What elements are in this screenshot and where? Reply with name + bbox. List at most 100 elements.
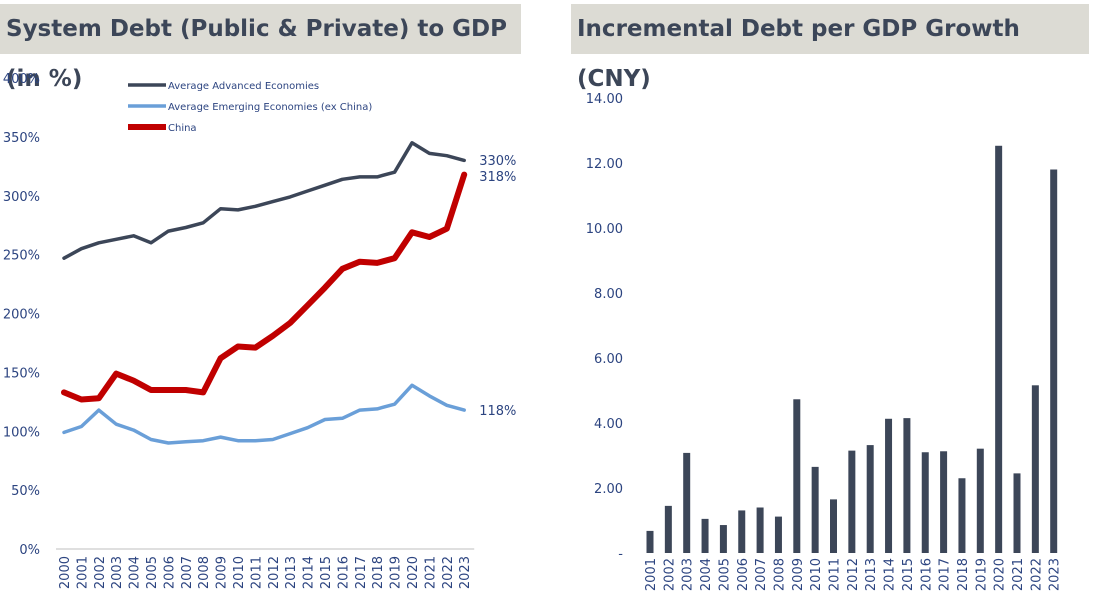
x-tick-label: 2003 xyxy=(110,556,125,589)
bar xyxy=(664,505,672,553)
x-tick-label: 2016 xyxy=(336,556,351,589)
x-tick-label: 2022 xyxy=(441,556,456,589)
x-tick-label: 2009 xyxy=(791,558,806,591)
x-tick-label: 2023 xyxy=(1048,558,1063,591)
y-tick-label: 2.00 xyxy=(594,482,623,497)
y-tick-label: 150% xyxy=(3,366,40,381)
left-chart-title: System Debt (Public & Private) to GDP (i… xyxy=(0,4,521,92)
bar xyxy=(756,507,764,553)
x-tick-label: 2014 xyxy=(302,556,317,589)
x-tick-label: 2008 xyxy=(197,556,212,589)
x-tick-label: 2000 xyxy=(58,556,73,589)
debt-to-gdp-line-chart: 0%50%100%150%200%250%300%350%400%2000 200… xyxy=(3,72,517,589)
x-tick-label: 2007 xyxy=(180,556,195,589)
x-tick-label: 2008 xyxy=(772,558,787,591)
bar xyxy=(995,145,1003,553)
bar xyxy=(683,452,691,553)
x-tick-label: 2023 xyxy=(458,556,473,589)
x-tick-label: 2016 xyxy=(919,558,934,591)
y-tick-label: 50% xyxy=(11,484,40,499)
x-tick-label: 2001 xyxy=(644,558,659,591)
x-tick-label: 2003 xyxy=(681,558,696,591)
y-tick-label: 14.00 xyxy=(586,92,623,107)
x-tick-label: 2017 xyxy=(938,558,953,591)
bar xyxy=(940,451,948,553)
x-tick-label: 2011 xyxy=(249,556,264,589)
y-tick-label: 300% xyxy=(3,190,40,205)
y-tick-label: 8.00 xyxy=(594,287,623,302)
bar xyxy=(1013,473,1021,553)
x-tick-label: 2012 xyxy=(267,556,282,589)
x-tick-label: 2019 xyxy=(389,556,404,589)
end-value-label: 318% xyxy=(479,170,516,185)
x-tick-label: 2007 xyxy=(754,558,769,591)
bar xyxy=(719,525,727,553)
x-tick-label: 2017 xyxy=(354,556,369,589)
y-tick-label: - xyxy=(618,547,623,562)
x-tick-label: 2006 xyxy=(736,558,751,591)
right-chart-title: Incremental Debt per GDP Growth (CNY) xyxy=(571,4,1089,92)
y-tick-label: 12.00 xyxy=(586,157,623,172)
bar xyxy=(921,452,929,553)
bar xyxy=(646,530,654,553)
x-tick-label: 2020 xyxy=(406,556,421,589)
legend-label: Average Advanced Economies xyxy=(168,81,319,92)
x-tick-label: 2004 xyxy=(699,558,714,591)
bar xyxy=(830,499,837,553)
x-tick-label: 2019 xyxy=(974,558,989,591)
bar xyxy=(958,478,966,553)
bar xyxy=(903,418,911,553)
legend-label: Average Emerging Economies (ex China) xyxy=(168,102,372,113)
y-tick-label: 100% xyxy=(3,425,40,440)
x-tick-label: 2015 xyxy=(901,558,916,591)
x-tick-label: 2005 xyxy=(145,556,160,589)
y-tick-label: 4.00 xyxy=(594,417,623,432)
bar xyxy=(793,399,801,553)
bar xyxy=(976,448,984,553)
x-tick-label: 2021 xyxy=(1011,558,1026,591)
x-tick-label: 2010 xyxy=(809,558,824,591)
end-value-label: 330% xyxy=(479,154,516,169)
series-line-china xyxy=(61,171,468,403)
bar xyxy=(848,450,856,553)
bar xyxy=(774,516,782,553)
y-tick-label: 0% xyxy=(19,543,40,558)
x-tick-label: 2018 xyxy=(371,556,386,589)
x-tick-label: 2001 xyxy=(75,556,90,589)
bar xyxy=(866,445,874,553)
x-tick-label: 2011 xyxy=(828,558,843,591)
y-tick-label: 10.00 xyxy=(586,222,623,237)
x-tick-label: 2010 xyxy=(232,556,247,589)
bar xyxy=(738,510,746,553)
series-line-average-advanced-economies xyxy=(62,141,466,260)
bar xyxy=(1050,169,1058,553)
y-tick-label: 6.00 xyxy=(594,352,623,367)
x-tick-label: 2002 xyxy=(93,556,108,589)
end-value-label: 118% xyxy=(479,404,516,419)
y-tick-label: 350% xyxy=(3,131,40,146)
bar xyxy=(1031,385,1039,553)
bar xyxy=(701,518,709,553)
x-tick-label: 2013 xyxy=(284,556,299,589)
x-tick-label: 2020 xyxy=(993,558,1008,591)
x-tick-label: 2022 xyxy=(1029,558,1044,591)
x-tick-label: 2013 xyxy=(864,558,879,591)
x-tick-label: 2021 xyxy=(423,556,438,589)
x-tick-label: 2004 xyxy=(128,556,143,589)
y-tick-label: 250% xyxy=(3,249,40,264)
x-tick-label: 2006 xyxy=(162,556,177,589)
x-tick-label: 2009 xyxy=(215,556,230,589)
bar xyxy=(885,418,893,553)
x-tick-label: 2015 xyxy=(319,556,334,589)
y-tick-label: 200% xyxy=(3,308,40,323)
y-tick-label: 400% xyxy=(3,72,40,87)
series-line-average-emerging-economies-ex-china xyxy=(62,383,466,445)
x-tick-label: 2002 xyxy=(662,558,677,591)
x-tick-label: 2018 xyxy=(956,558,971,591)
legend-label: China xyxy=(168,123,197,134)
bar xyxy=(811,466,819,553)
x-tick-label: 2014 xyxy=(883,558,898,591)
x-tick-label: 2005 xyxy=(717,558,732,591)
x-tick-label: 2012 xyxy=(846,558,861,591)
